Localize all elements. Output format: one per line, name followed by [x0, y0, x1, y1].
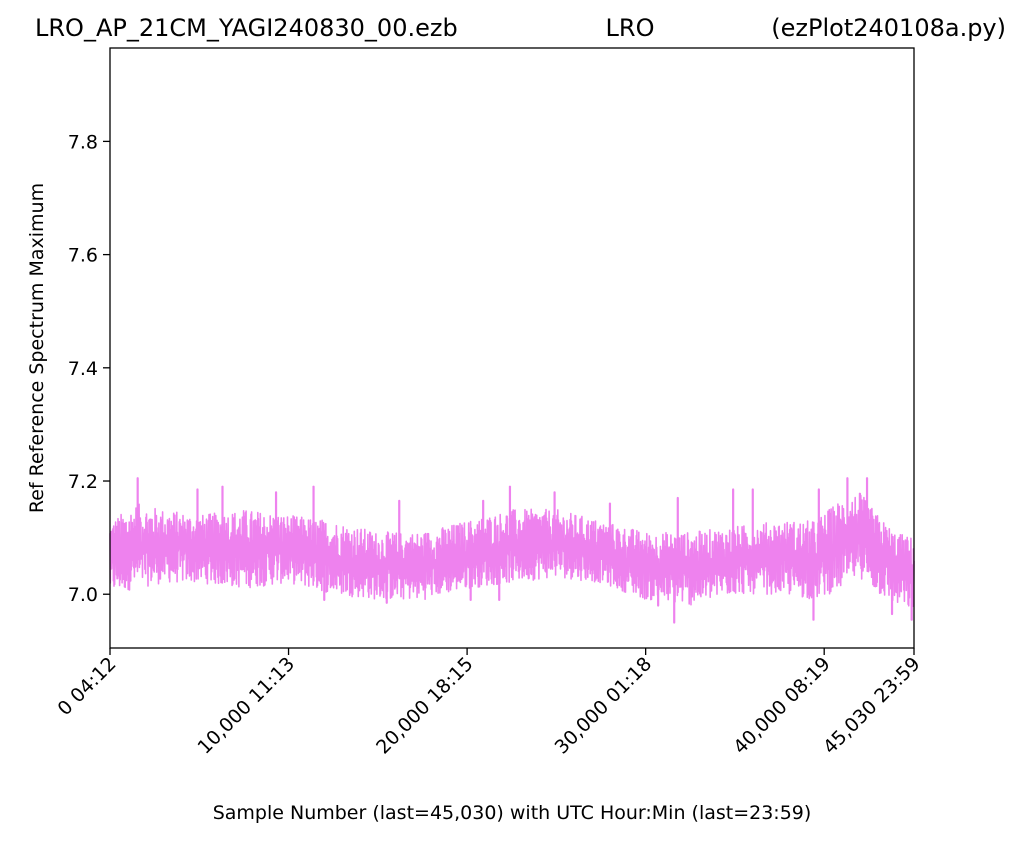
- chart-title-script: (ezPlot240108a.py): [771, 14, 1006, 42]
- series-line-0: [109, 492, 915, 607]
- chart-title-file: LRO_AP_21CM_YAGI240830_00.ezb: [35, 14, 458, 42]
- x-tick-label-1: 10,000 11:13: [194, 653, 300, 759]
- y-tick-label-1: 7.2: [68, 471, 98, 493]
- plot-frame: [109, 47, 915, 649]
- x-tick-label-0: 0 04:12: [53, 653, 120, 720]
- y-tick-label-3: 7.6: [68, 245, 98, 267]
- y-axis-ticks: 7.0 7.2 7.4 7.6 7.8: [68, 131, 110, 606]
- x-tick-label-3: 30,000 01:18: [551, 653, 657, 759]
- x-axis-label: Sample Number (last=45,030) with UTC Hou…: [213, 802, 812, 824]
- y-axis-label: Ref Reference Spectrum Maximum: [26, 183, 48, 513]
- x-axis-ticks: 0 04:12 10,000 11:13 20,000 18:15 30,000 01…: [53, 648, 925, 759]
- x-tick-label-2: 20,000 18:15: [372, 653, 478, 759]
- x-tick-label-5: 45,030 23:59: [819, 653, 925, 759]
- y-tick-label-2: 7.4: [68, 358, 98, 380]
- y-tick-label-4: 7.8: [68, 131, 98, 153]
- y-tick-label-0: 7.0: [68, 584, 98, 606]
- series-layer: [109, 477, 915, 624]
- chart-title-observatory: LRO: [606, 14, 655, 42]
